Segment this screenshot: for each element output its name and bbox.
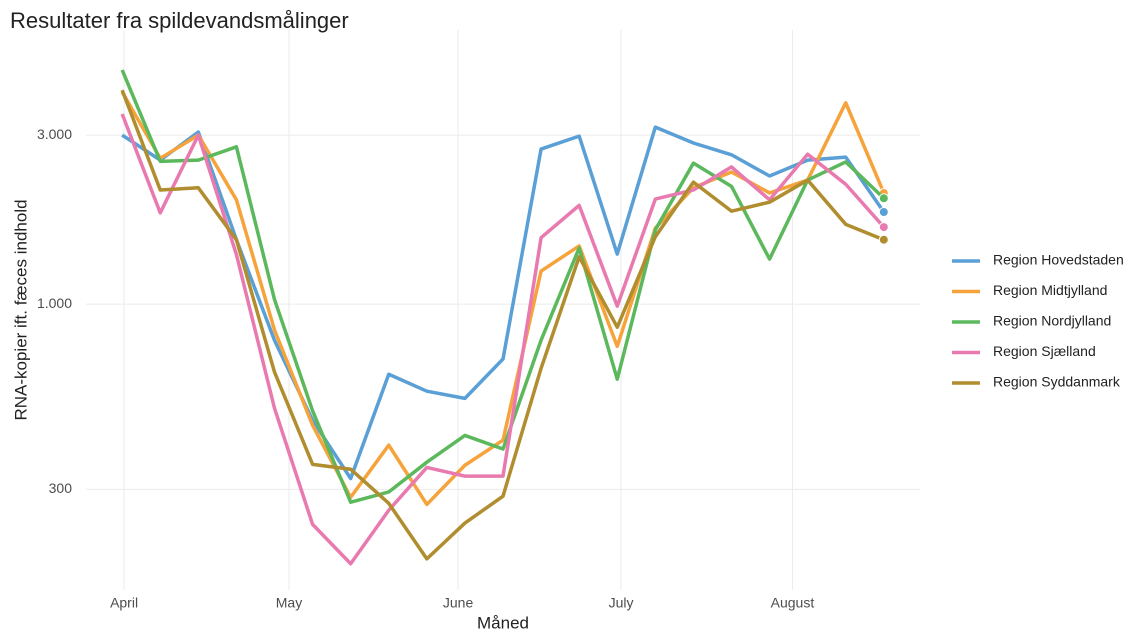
series-line [120,69,886,504]
series-line [120,113,886,566]
legend-label: Region Hovedstaden [993,252,1124,268]
x-tick-label: August [771,595,815,611]
y-tick-label: 300 [49,480,73,496]
y-tick-label: 1.000 [37,295,72,311]
x-tick-label: May [276,595,302,611]
chart-title: Resultater fra spildevandsmålinger [10,8,349,33]
end-marker [878,234,889,245]
x-tick-label: June [443,595,474,611]
legend-label: Region Nordjylland [993,313,1111,329]
y-tick-label: 3.000 [37,126,72,142]
x-axis-title: Måned [477,613,529,632]
end-marker [878,193,889,204]
legend-label: Region Sjælland [993,343,1096,359]
x-tick-label: July [609,595,634,611]
end-marker [878,206,889,217]
series-line [120,91,886,507]
series-line [121,125,886,481]
legend-label: Region Midtjylland [993,282,1107,298]
legend-label: Region Syddanmark [993,374,1121,390]
series-line [120,89,885,561]
x-tick-label: April [110,595,138,611]
y-axis-title: RNA-kopier ift. fæces indhold [11,199,30,420]
end-marker [878,222,889,233]
